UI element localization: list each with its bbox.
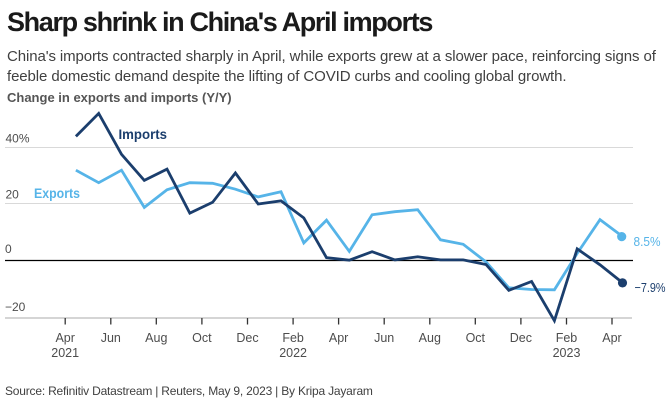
svg-text:Exports: Exports [34, 186, 80, 201]
svg-text:Aug: Aug [145, 331, 167, 345]
svg-text:Oct: Oct [192, 331, 212, 345]
svg-text:Jun: Jun [374, 331, 394, 345]
svg-text:2022: 2022 [279, 346, 307, 360]
svg-text:0: 0 [5, 242, 12, 256]
svg-text:2021: 2021 [51, 346, 79, 360]
svg-text:−7.9%: −7.9% [635, 280, 666, 295]
svg-text:Feb: Feb [282, 331, 304, 345]
svg-text:Feb: Feb [556, 331, 578, 345]
svg-text:8.5%: 8.5% [634, 234, 661, 249]
svg-text:Apr: Apr [55, 331, 74, 345]
svg-text:40%: 40% [6, 132, 30, 146]
svg-text:Aug: Aug [419, 331, 441, 345]
svg-text:Imports: Imports [119, 127, 168, 142]
svg-text:20: 20 [6, 188, 20, 202]
svg-text:Oct: Oct [466, 331, 486, 345]
svg-text:Jun: Jun [101, 331, 121, 345]
svg-text:−20: −20 [5, 300, 26, 314]
svg-text:2023: 2023 [553, 346, 581, 360]
svg-text:Apr: Apr [329, 331, 348, 345]
svg-text:Dec: Dec [510, 331, 532, 345]
svg-text:Apr: Apr [602, 331, 621, 345]
svg-text:Dec: Dec [236, 331, 258, 345]
